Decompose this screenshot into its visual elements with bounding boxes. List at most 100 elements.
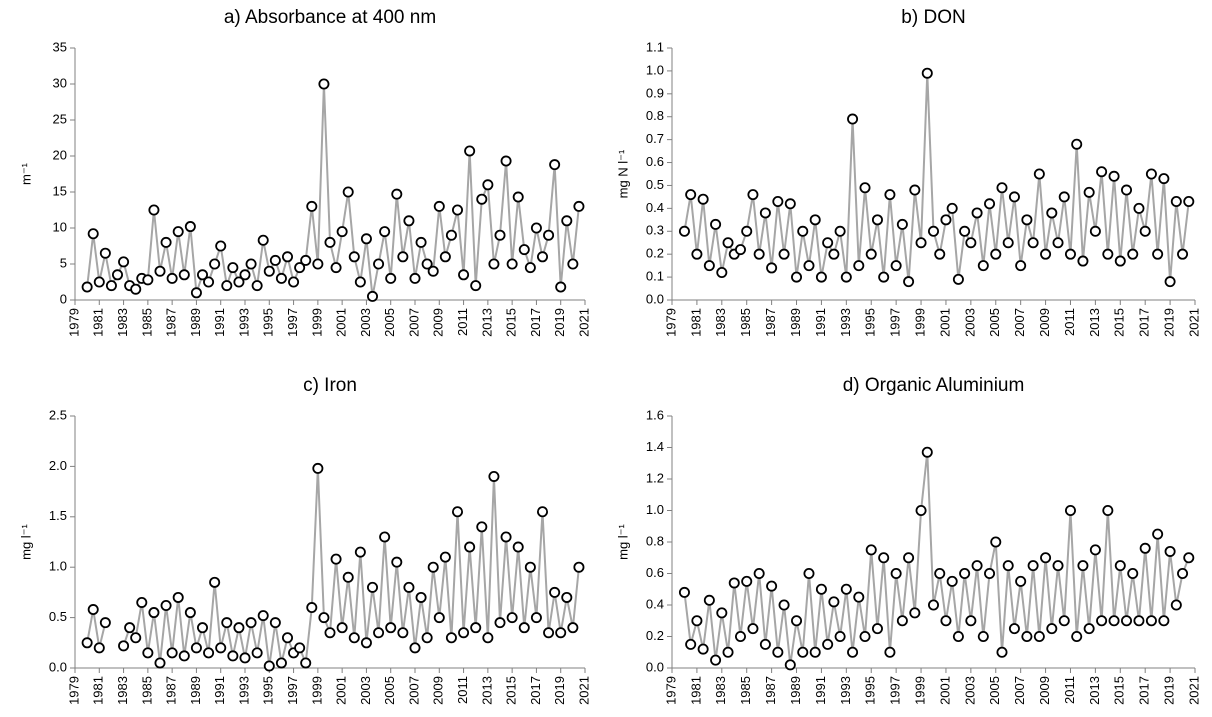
data-point: [984, 198, 996, 210]
y-tick-label: 0.6: [646, 565, 664, 580]
data-point: [1164, 276, 1176, 288]
data-point: [797, 646, 809, 658]
x-tick-label: 1993: [236, 676, 251, 705]
data-point: [952, 273, 964, 285]
data-point: [1008, 191, 1020, 203]
data-point: [203, 276, 215, 288]
data-point: [1071, 631, 1083, 643]
data-point: [360, 233, 372, 245]
x-tick-label: 1983: [115, 308, 130, 337]
data-point: [433, 612, 445, 624]
x-tick-label: 1991: [813, 676, 828, 705]
data-point: [130, 632, 142, 644]
x-tick-label: 1985: [738, 308, 753, 337]
data-point: [990, 536, 1002, 548]
data-point: [196, 622, 208, 634]
x-tick-label: 2019: [552, 308, 567, 337]
x-tick-label: 2001: [334, 676, 349, 705]
data-point: [878, 552, 890, 564]
x-tick-label: 2003: [358, 308, 373, 337]
data-point: [691, 615, 703, 627]
chart-title: b) DON: [901, 7, 965, 28]
data-point: [840, 583, 852, 595]
data-point: [766, 580, 778, 592]
data-point: [759, 638, 771, 650]
data-point: [330, 553, 342, 565]
y-tick-label: 1.5: [49, 508, 67, 523]
data-point: [196, 269, 208, 281]
data-point: [977, 631, 989, 643]
x-tick-label: 2009: [431, 676, 446, 705]
data-point: [840, 271, 852, 283]
data-point: [915, 504, 927, 516]
x-tick-label: 2005: [987, 308, 1002, 337]
data-point: [239, 652, 251, 664]
data-point: [251, 280, 263, 292]
data-point: [1102, 248, 1114, 260]
data-point: [959, 225, 971, 237]
data-point: [397, 251, 409, 263]
data-point: [1027, 560, 1039, 572]
x-tick-label: 1979: [663, 676, 678, 705]
data-point: [1089, 544, 1101, 556]
data-point: [130, 283, 142, 295]
x-tick-label: 2013: [479, 676, 494, 705]
data-point: [984, 568, 996, 580]
data-point: [530, 222, 542, 234]
x-tick-label: 2003: [962, 308, 977, 337]
data-point: [778, 599, 790, 611]
x-tick-label: 1979: [66, 676, 81, 705]
data-point: [439, 551, 451, 563]
data-point: [451, 204, 463, 216]
data-point: [1102, 504, 1114, 516]
data-point: [903, 276, 915, 288]
data-point: [1127, 248, 1139, 260]
data-point: [722, 237, 734, 249]
data-point: [221, 617, 233, 629]
data-point: [909, 607, 921, 619]
data-point: [482, 179, 494, 191]
data-point: [803, 568, 815, 580]
data-point: [348, 251, 360, 263]
y-tick-label: 1.0: [49, 559, 67, 574]
data-point: [959, 568, 971, 580]
data-point: [366, 581, 378, 593]
data-point: [354, 276, 366, 288]
data-point: [678, 225, 690, 237]
data-point: [697, 193, 709, 205]
x-tick-label: 2019: [1162, 308, 1177, 337]
x-tick-label: 1997: [888, 308, 903, 337]
data-point: [791, 271, 803, 283]
data-point: [99, 247, 111, 259]
x-tick-label: 2003: [962, 676, 977, 705]
x-tick-label: 1995: [261, 676, 276, 705]
data-point: [512, 191, 524, 203]
data-point: [1083, 186, 1095, 198]
data-point: [555, 627, 567, 639]
data-point: [330, 262, 342, 274]
data-point: [871, 214, 883, 226]
data-point: [1077, 255, 1089, 267]
data-point: [716, 267, 728, 279]
chart-title: d) Organic Aluminium: [843, 375, 1025, 396]
data-point: [784, 198, 796, 210]
data-point: [209, 576, 221, 588]
x-tick-label: 1983: [713, 308, 728, 337]
x-tick-label: 2015: [1112, 308, 1127, 337]
data-point: [561, 591, 573, 603]
y-tick-label: 0.5: [646, 177, 664, 192]
data-point: [251, 647, 263, 659]
x-tick-label: 1997: [285, 308, 300, 337]
chart-title: a) Absorbance at 400 nm: [224, 7, 436, 28]
data-point: [1164, 545, 1176, 557]
data-point: [921, 446, 933, 458]
data-point: [1127, 568, 1139, 580]
data-point: [427, 265, 439, 277]
data-point: [971, 560, 983, 572]
data-point: [518, 244, 530, 256]
data-point: [530, 612, 542, 624]
data-point: [118, 640, 130, 652]
data-point: [691, 248, 703, 260]
data-point: [257, 234, 269, 246]
